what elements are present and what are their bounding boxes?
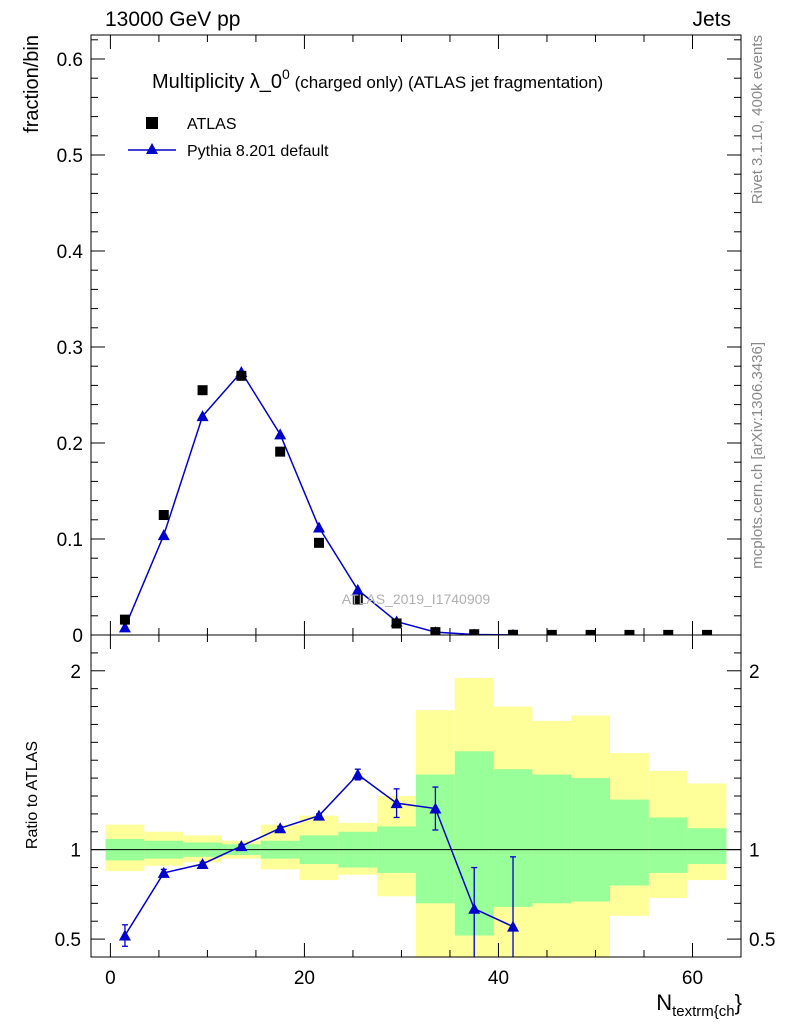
data-point bbox=[197, 385, 208, 396]
ratio-y-axis: 0.5 0.5 1 1 2 2 bbox=[55, 652, 775, 951]
ratio-y-tick-label-right: 1 bbox=[749, 841, 760, 862]
band-inner-bin bbox=[687, 828, 727, 864]
mc-point bbox=[351, 583, 364, 595]
ratio-panel: 0.5 0.5 1 1 2 2 0 20 40 60 Ratio to ATLAS Ntextr… bbox=[24, 634, 775, 1020]
x-tick-label: 0 bbox=[105, 968, 116, 989]
data-point bbox=[391, 618, 402, 629]
data-point bbox=[158, 510, 169, 520]
data-point bbox=[546, 629, 557, 635]
chart-title-superscript: 0 bbox=[282, 66, 290, 82]
ratio-y-tick-label-right: 0.5 bbox=[749, 930, 775, 951]
mc-point bbox=[118, 621, 131, 633]
legend-label-atlas: ATLAS bbox=[187, 116, 237, 133]
data-point bbox=[275, 446, 286, 457]
data-points bbox=[119, 370, 713, 635]
main-y-tick-label: 0.4 bbox=[57, 242, 84, 263]
legend-marker-atlas bbox=[146, 117, 158, 129]
ratio-y-tick-label: 0.5 bbox=[55, 930, 81, 951]
data-point bbox=[352, 594, 363, 605]
x-axis-title-main: N bbox=[656, 990, 672, 1015]
x-tick-label: 20 bbox=[294, 968, 315, 989]
collision-label: 13000 GeV pp bbox=[105, 8, 241, 31]
legend-label-pythia: Pythia 8.201 default bbox=[187, 143, 329, 160]
band-inner-bin bbox=[571, 778, 611, 902]
ratio-y-tick-label-right: 2 bbox=[749, 662, 760, 683]
chart-title-suffix: (charged only) (ATLAS jet fragmentation) bbox=[290, 73, 603, 92]
data-point bbox=[702, 629, 713, 635]
ratio-mc-point bbox=[429, 802, 442, 814]
ratio-mc-series bbox=[118, 768, 520, 957]
data-point bbox=[313, 537, 324, 548]
band-inner-bin bbox=[532, 774, 572, 904]
ratio-mc-point bbox=[351, 768, 364, 780]
data-point bbox=[469, 629, 480, 635]
rivet-version-label: Rivet 3.1.10, 400k events bbox=[749, 35, 766, 204]
ratio-mc-point bbox=[196, 857, 209, 869]
main-y-tick-label: 0 bbox=[72, 626, 83, 647]
ratio-mc-point bbox=[390, 797, 403, 809]
main-y-tick-label: 0.6 bbox=[57, 50, 83, 71]
data-point bbox=[508, 629, 519, 635]
ratio-mc-point bbox=[274, 822, 287, 834]
ratio-mc-point bbox=[157, 866, 170, 878]
main-y-axis-title: fraction/bin bbox=[21, 35, 43, 133]
main-y-tick-label: 0.1 bbox=[57, 530, 83, 551]
ratio-mc-point bbox=[507, 920, 520, 932]
mc-point bbox=[312, 521, 325, 533]
data-point bbox=[663, 629, 674, 635]
mcplots-label: mcplots.cern.ch [arXiv:1306.3436] bbox=[749, 342, 766, 569]
x-axis-title-sub: textrm{ch bbox=[672, 1003, 735, 1020]
band-inner-bin bbox=[648, 817, 688, 873]
mc-point bbox=[157, 529, 170, 541]
main-y-tick-label: 0.3 bbox=[57, 338, 83, 359]
main-y-tick-label: 0.5 bbox=[57, 146, 83, 167]
ratio-mc-point bbox=[312, 809, 325, 821]
band-inner-bin bbox=[610, 799, 649, 886]
chart-title-prefix: Multiplicity λ_0 bbox=[152, 71, 282, 93]
ratio-y-axis-title: Ratio to ATLAS bbox=[24, 741, 41, 849]
x-axis-title: Ntextrm{ch} bbox=[656, 990, 742, 1020]
main-y-tick-label: 0.2 bbox=[57, 434, 83, 455]
data-point bbox=[585, 629, 596, 635]
data-point bbox=[430, 627, 441, 635]
ratio-y-tick-label: 2 bbox=[70, 662, 81, 683]
legend-marker-pythia bbox=[146, 143, 158, 154]
main-y-axis: 0 0.1 0.2 0.3 0.4 0.5 0.6 bbox=[57, 39, 741, 647]
data-point bbox=[236, 370, 247, 381]
ratio-y-tick-label: 1 bbox=[70, 841, 81, 862]
legend: ATLAS Pythia 8.201 default bbox=[128, 116, 329, 160]
ratio-mc-point bbox=[235, 840, 248, 852]
chart-title: Multiplicity λ_00 (charged only) (ATLAS … bbox=[152, 66, 603, 93]
main-panel: 0 0.1 0.2 0.3 0.4 0.5 0.6 fraction/bin Multipl… bbox=[21, 34, 742, 647]
x-axis-title-suffix: } bbox=[735, 990, 742, 1015]
mc-point bbox=[274, 428, 287, 440]
process-label: Jets bbox=[692, 8, 731, 31]
ratio-mc-point bbox=[118, 929, 131, 941]
ratio-x-axis: 0 20 40 60 bbox=[105, 635, 742, 989]
x-tick-label: 40 bbox=[488, 968, 509, 989]
data-point bbox=[119, 614, 130, 625]
ratio-mc-point bbox=[468, 902, 481, 914]
analysis-watermark: ATLAS_2019_I1740909 bbox=[342, 591, 491, 607]
x-tick-label: 60 bbox=[682, 968, 703, 989]
mc-point bbox=[196, 410, 209, 422]
data-point bbox=[624, 629, 635, 635]
